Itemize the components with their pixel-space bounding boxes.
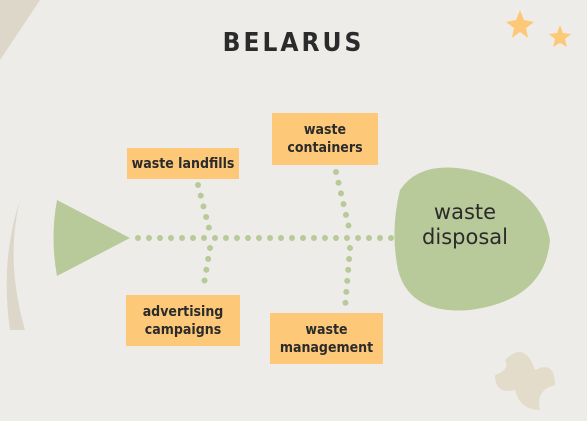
branch xyxy=(203,248,210,290)
decoration xyxy=(7,200,25,330)
flower xyxy=(495,352,555,410)
effect-label: waste disposal xyxy=(405,200,525,250)
cause-box: waste landfills xyxy=(127,148,239,179)
branch xyxy=(198,185,210,232)
cause-box: advertising campaigns xyxy=(126,295,240,346)
cause-box: waste containers xyxy=(272,113,378,165)
fish-tail xyxy=(54,200,131,276)
branch xyxy=(345,248,350,308)
branch xyxy=(336,172,350,232)
fishbone-diagram: BELARUS waste landfills waste containers… xyxy=(0,0,587,421)
cause-box: waste management xyxy=(270,313,383,364)
title: BELARUS xyxy=(0,28,587,58)
